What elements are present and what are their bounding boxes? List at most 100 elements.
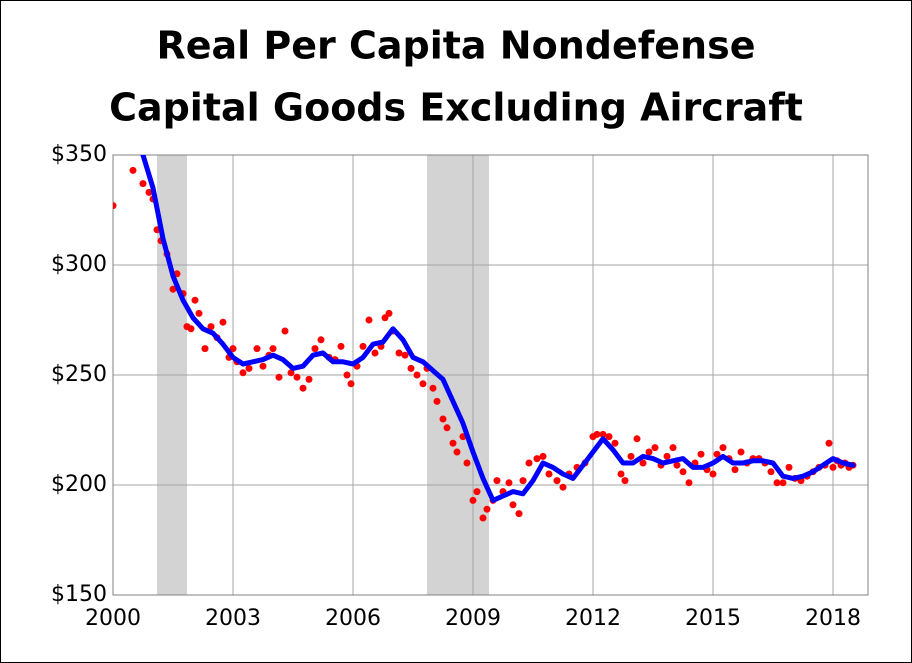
data-point: [191, 296, 199, 304]
data-point: [505, 479, 513, 487]
x-tick-label: 2009: [445, 606, 501, 631]
data-point: [145, 188, 153, 196]
plot-border: [112, 154, 869, 596]
data-point: [113, 202, 117, 210]
data-point: [443, 424, 451, 432]
data-point: [785, 463, 793, 471]
data-point: [645, 448, 653, 456]
chart-title: Capital Goods Excluding Aircraft: [109, 86, 803, 130]
data-point: [493, 477, 501, 485]
data-point: [633, 435, 641, 443]
data-point: [669, 444, 677, 452]
data-point: [201, 345, 209, 353]
data-point: [395, 349, 403, 357]
data-point: [737, 448, 745, 456]
data-point: [525, 459, 533, 467]
data-point: [439, 415, 447, 423]
data-point: [385, 309, 393, 317]
data-point: [627, 452, 635, 460]
data-point: [433, 397, 441, 405]
data-point: [767, 468, 775, 476]
data-point: [259, 362, 267, 370]
y-tick-label: $150: [51, 582, 107, 607]
data-point: [337, 342, 345, 350]
trend-line: [140, 155, 856, 503]
y-tick-label: $200: [51, 472, 107, 497]
plot-area: [113, 155, 857, 522]
data-point: [281, 327, 289, 335]
data-point: [207, 323, 215, 331]
data-point: [305, 375, 313, 383]
data-point: [293, 373, 301, 381]
data-point: [553, 477, 561, 485]
data-point: [371, 349, 379, 357]
data-point: [359, 342, 367, 350]
data-point: [287, 369, 295, 377]
data-point: [343, 371, 351, 379]
data-point: [731, 466, 739, 474]
data-point: [515, 510, 523, 518]
data-point: [429, 384, 437, 392]
data-point: [617, 470, 625, 478]
data-point: [129, 166, 137, 174]
data-point: [611, 439, 619, 447]
data-point: [169, 285, 177, 293]
y-tick-label: $350: [51, 142, 107, 167]
data-point: [253, 345, 261, 353]
data-point: [229, 345, 237, 353]
data-point: [311, 345, 319, 353]
x-tick-label: 2012: [565, 606, 621, 631]
data-point: [559, 483, 567, 491]
data-point: [401, 351, 409, 359]
data-point: [651, 444, 659, 452]
data-point: [599, 430, 607, 438]
data-point: [219, 318, 227, 326]
data-point: [713, 450, 721, 458]
data-point: [187, 325, 195, 333]
data-point: [639, 459, 647, 467]
data-point: [673, 461, 681, 469]
data-point: [365, 316, 373, 324]
y-tick-label: $250: [51, 362, 107, 387]
data-point: [679, 468, 687, 476]
data-point: [269, 345, 277, 353]
chart-title: Real Per Capita Nondefense: [156, 24, 755, 68]
data-point: [483, 505, 491, 513]
data-point: [685, 479, 693, 487]
data-point: [413, 371, 421, 379]
data-point: [621, 477, 629, 485]
data-point: [605, 433, 613, 441]
data-point: [275, 373, 283, 381]
data-point: [239, 369, 247, 377]
data-point: [407, 364, 415, 372]
x-tick-label: 2000: [85, 606, 141, 631]
data-point: [139, 180, 147, 188]
data-point: [519, 477, 527, 485]
x-tick-label: 2006: [325, 606, 381, 631]
data-point: [593, 430, 601, 438]
data-point: [317, 336, 325, 344]
data-point: [773, 479, 781, 487]
data-point: [449, 439, 457, 447]
data-point: [545, 470, 553, 478]
data-point: [299, 384, 307, 392]
data-point: [419, 380, 427, 388]
data-point: [829, 463, 837, 471]
data-point: [453, 448, 461, 456]
data-point: [469, 496, 477, 504]
data-point: [779, 479, 787, 487]
data-point: [347, 380, 355, 388]
data-point: [473, 488, 481, 496]
data-point: [509, 501, 517, 509]
x-tick-label: 2015: [685, 606, 741, 631]
data-point: [709, 470, 717, 478]
data-point: [463, 459, 471, 467]
data-point: [719, 444, 727, 452]
data-point: [697, 450, 705, 458]
data-point: [479, 514, 487, 522]
x-tick-label: 2003: [205, 606, 261, 631]
data-point: [195, 309, 203, 317]
data-point: [533, 455, 541, 463]
x-tick-label: 2018: [805, 606, 861, 631]
